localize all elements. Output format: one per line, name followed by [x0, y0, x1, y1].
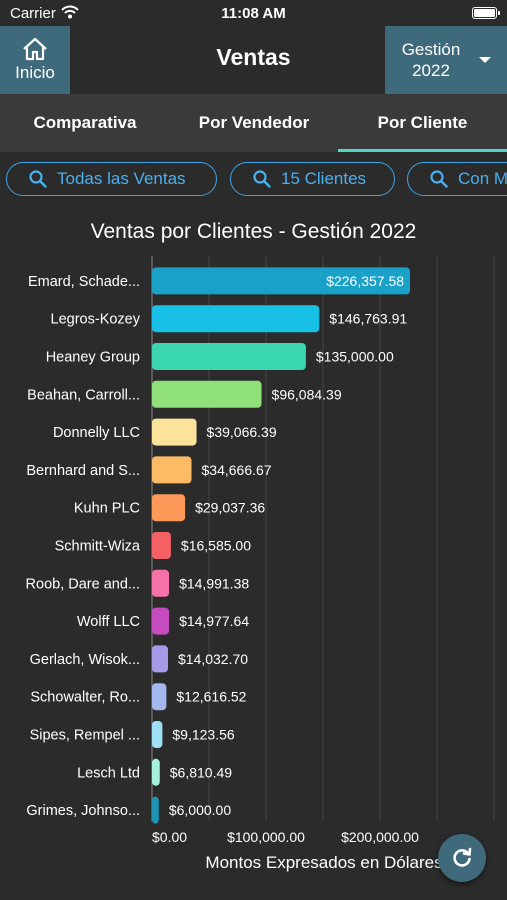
data-label: $226,357.58	[326, 273, 404, 289]
bar	[152, 645, 168, 673]
home-button-label: Inicio	[15, 63, 55, 82]
x-tick-label: $0.00	[152, 829, 187, 845]
home-icon	[23, 37, 47, 61]
x-tick-label: $200,000.00	[341, 829, 419, 845]
category-label: Beahan, Carroll...	[27, 387, 140, 403]
search-icon	[253, 170, 271, 188]
bar	[152, 343, 306, 370]
data-label: $6,000.00	[169, 802, 231, 818]
data-label: $96,084.39	[272, 386, 342, 402]
filter-chip-label: Todas las Ventas	[57, 169, 186, 188]
battery-icon	[472, 7, 500, 19]
search-icon	[430, 170, 448, 188]
bar	[152, 758, 160, 786]
category-label: Wolff LLC	[77, 614, 140, 630]
category-label: Emard, Schade...	[28, 274, 140, 290]
wifi-icon	[61, 5, 79, 23]
data-label: $14,032.70	[178, 651, 248, 667]
category-label: Schmitt-Wiza	[55, 539, 141, 555]
bar	[152, 267, 411, 295]
data-label: $14,977.64	[179, 613, 249, 629]
x-tick-label: $100,000.00	[227, 829, 305, 845]
tab-comparativa[interactable]: Comparativa	[33, 113, 137, 132]
bar	[152, 607, 170, 635]
home-button[interactable]: Inicio	[0, 26, 70, 94]
category-label: Legros-Kozey	[51, 312, 141, 328]
filter-chip-clientes[interactable]: 15 Clientes	[230, 162, 395, 196]
bar	[152, 569, 170, 597]
bar	[152, 796, 159, 824]
refresh-icon	[453, 847, 472, 867]
chart-title: Ventas por Clientes - Gestión 2022	[90, 220, 417, 243]
filter-chips: Todas las Ventas 15 Clientes Con M	[0, 152, 507, 204]
data-label: $6,810.49	[170, 764, 232, 780]
category-label: Roob, Dare and...	[26, 576, 140, 592]
filter-chip-todas-ventas[interactable]: Todas las Ventas	[6, 162, 217, 196]
data-label: $9,123.56	[172, 727, 234, 743]
bar	[152, 494, 186, 522]
sales-by-client-chart: Emard, Schade... $226,357.58 Legros-Kozey $…	[26, 256, 495, 872]
category-label: Gerlach, Wisok...	[30, 652, 140, 668]
nav-header: Inicio Ventas Gestión 2022	[0, 26, 507, 94]
search-icon	[29, 170, 47, 188]
chevron-down-icon	[479, 57, 491, 63]
category-label: Sipes, Rempel ...	[30, 728, 140, 744]
status-bar: Carrier 11:08 AM	[0, 0, 507, 28]
data-label: $34,666.67	[202, 462, 272, 478]
bar	[152, 456, 192, 484]
page-title: Ventas	[216, 44, 291, 70]
tab-por-cliente[interactable]: Por Cliente	[338, 94, 507, 152]
carrier-label: Carrier	[10, 5, 56, 22]
clock-label: 11:08 AM	[221, 5, 286, 22]
year-dropdown-label: Gestión 2022	[401, 40, 461, 80]
category-label: Lesch Ltd	[77, 765, 140, 781]
bar	[152, 418, 197, 446]
category-label: Donnelly LLC	[53, 425, 140, 441]
bar	[152, 683, 167, 711]
year-dropdown[interactable]: Gestión 2022	[385, 26, 507, 94]
x-axis-label: Montos Expresados en Dólares	[205, 853, 442, 872]
category-label: Grimes, Johnso...	[26, 803, 140, 819]
refresh-button[interactable]	[438, 834, 486, 882]
data-label: $146,763.91	[329, 311, 407, 327]
tab-por-vendedor[interactable]: Por Vendedor	[198, 113, 310, 132]
bar	[152, 305, 320, 333]
category-label: Heaney Group	[46, 350, 140, 366]
category-label: Schowalter, Ro...	[30, 690, 140, 706]
bar	[152, 532, 171, 559]
bar	[152, 380, 262, 408]
filter-chip-con[interactable]: Con M	[407, 162, 507, 196]
bar	[152, 721, 163, 748]
data-label: $135,000.00	[316, 349, 394, 365]
data-label: $16,585.00	[181, 538, 251, 554]
data-label: $39,066.39	[207, 424, 277, 440]
category-label: Bernhard and S...	[26, 463, 140, 479]
tab-bar: Comparativa Por Vendedor Por Cliente	[0, 94, 507, 152]
data-label: $14,991.38	[179, 575, 249, 591]
filter-chip-label: Con M	[458, 169, 507, 188]
filter-chip-label: 15 Clientes	[281, 169, 367, 188]
category-label: Kuhn PLC	[74, 501, 140, 517]
data-label: $29,037.36	[195, 500, 265, 516]
data-label: $12,616.52	[176, 689, 246, 705]
